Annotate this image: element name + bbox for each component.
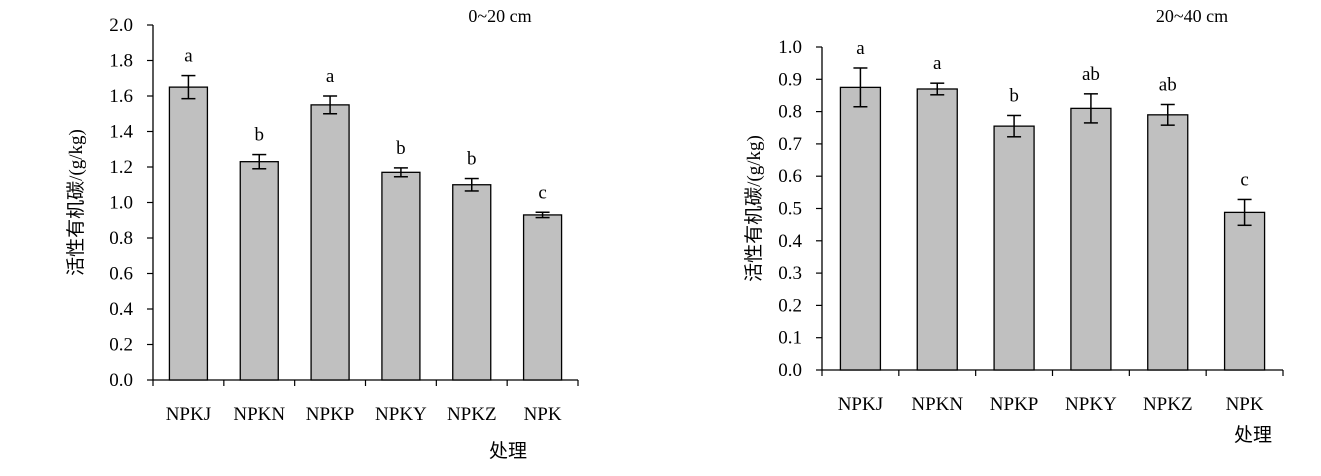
y-tick-label: 0.1 xyxy=(778,328,802,349)
y-tick-label: 1.4 xyxy=(109,122,133,143)
y-tick-label: 0.6 xyxy=(778,166,802,187)
bar-npkz xyxy=(452,184,492,381)
chart-panel-20-40cm: 0.0 0.1 0.2 0.3 0.4 0.5 0.6 0.7 0.8 0.9 1.0 a NPKJ a N… xyxy=(743,6,1284,446)
x-category-label: NPKJ xyxy=(166,404,211,425)
x-category-label: NPK xyxy=(524,404,562,425)
x-category-label: NPKY xyxy=(375,404,427,425)
y-tick-label: 0.2 xyxy=(109,335,133,356)
bar-npkn xyxy=(239,161,279,381)
y-tick-label: 2.0 xyxy=(109,15,133,36)
y-tick-label: 1.8 xyxy=(109,51,133,72)
x-category-label: NPKZ xyxy=(1143,394,1193,415)
y-tick-label: 0.8 xyxy=(109,228,133,249)
y-tick-label: 1.6 xyxy=(109,86,133,107)
y-tick-label: 0.4 xyxy=(109,299,133,320)
significance-label: ab xyxy=(1159,74,1177,95)
y-tick-label: 1.0 xyxy=(778,37,802,58)
significance-label: b xyxy=(1009,85,1019,106)
y-tick-label: 0.3 xyxy=(778,263,802,284)
bar-npkn xyxy=(916,88,958,371)
significance-label: a xyxy=(326,66,335,87)
bar-npkz xyxy=(1147,114,1189,371)
y-tick-label: 0.0 xyxy=(109,370,133,391)
y-tick-label: 1.2 xyxy=(109,157,133,178)
x-category-label: NPKP xyxy=(306,404,355,425)
significance-label: ab xyxy=(1082,64,1100,85)
y-tick-label: 0.2 xyxy=(778,295,802,316)
y-tick-label: 0.5 xyxy=(778,199,802,220)
bar-npky xyxy=(381,171,421,381)
y-tick-label: 0.8 xyxy=(778,102,802,123)
x-axis-label: 处理 xyxy=(489,440,527,462)
y-tick-label: 0.6 xyxy=(109,264,133,285)
significance-label: b xyxy=(467,149,477,170)
x-category-label: NPK xyxy=(1226,394,1264,415)
significance-label: c xyxy=(1240,169,1248,190)
x-category-label: NPKN xyxy=(911,394,963,415)
y-axis-label: 活性有机碳/(g/kg) xyxy=(743,135,765,282)
x-category-label: NPKP xyxy=(990,394,1039,415)
x-category-label: NPKJ xyxy=(838,394,883,415)
bar-npkj xyxy=(168,86,209,381)
bar-npkp xyxy=(310,104,350,381)
bar-npkj xyxy=(839,86,882,371)
y-tick-label: 0.7 xyxy=(778,134,802,155)
chart-panel-0-20cm: 0.0 0.2 0.4 0.6 0.8 1.0 1.2 1.4 1.6 1.8 2.0 a NPKJ b N… xyxy=(65,6,579,462)
bar-npkp xyxy=(993,125,1035,371)
chart-title: 0~20 cm xyxy=(468,6,531,26)
chart-title: 20~40 cm xyxy=(1156,6,1228,26)
y-tick-label: 0.0 xyxy=(778,360,802,381)
significance-label: a xyxy=(856,38,865,59)
y-tick-label: 0.9 xyxy=(778,69,802,90)
significance-label: b xyxy=(255,125,265,146)
x-category-label: NPKN xyxy=(233,404,285,425)
y-axis-label: 活性有机碳/(g/kg) xyxy=(65,129,87,276)
significance-label: c xyxy=(538,182,546,203)
x-category-label: NPKZ xyxy=(447,404,497,425)
y-tick-label: 1.0 xyxy=(109,193,133,214)
bar-npk xyxy=(1223,211,1266,371)
significance-label: b xyxy=(396,138,406,159)
x-category-label: NPKY xyxy=(1065,394,1117,415)
bar-npk xyxy=(522,214,563,381)
significance-label: a xyxy=(184,46,193,67)
significance-label: a xyxy=(933,53,942,74)
bar-npky xyxy=(1070,107,1112,371)
x-axis-label: 处理 xyxy=(1234,424,1272,446)
y-tick-label: 0.4 xyxy=(778,231,802,252)
